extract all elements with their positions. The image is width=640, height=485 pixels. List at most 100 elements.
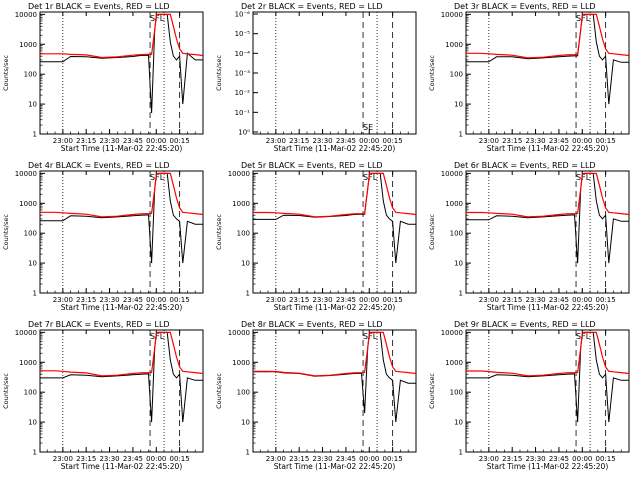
x-tick-label: 00:15 bbox=[170, 455, 190, 463]
y-tick-label: 1 bbox=[33, 131, 37, 139]
plot-frame bbox=[252, 170, 417, 294]
x-tick-label: 23:45 bbox=[123, 137, 143, 145]
x-tick-label: 23:45 bbox=[549, 296, 569, 304]
panel-det-1: Det 1r BLACK = Events, RED = LLD 1 10 100 10… bbox=[2, 2, 204, 153]
y-tick-label: 100 bbox=[24, 71, 37, 79]
panel-title: Det 2r BLACK = Events, RED = LLD bbox=[241, 2, 383, 11]
x-tick-label: 23:00 bbox=[479, 137, 499, 145]
x-tick-label: 00:00 bbox=[572, 296, 592, 304]
x-axis-label: Start Time (11-Mar-02 22:45:20) bbox=[487, 462, 609, 471]
panel-title: Det 3r BLACK = Events, RED = LLD bbox=[454, 2, 596, 11]
event-flag-markers: SFL bbox=[363, 332, 378, 341]
x-tick-label: 23:45 bbox=[336, 137, 356, 145]
y-tick-label: 1000 bbox=[445, 359, 463, 367]
panel-title: Det 6r BLACK = Events, RED = LLD bbox=[454, 161, 596, 170]
x-tick-label: 23:15 bbox=[502, 137, 522, 145]
y-tick-label: 10 bbox=[454, 101, 463, 109]
x-tick-label: 00:15 bbox=[170, 137, 190, 145]
lld-line bbox=[253, 331, 416, 377]
x-tick-label: 23:00 bbox=[53, 455, 73, 463]
x-tick-label: 23:15 bbox=[76, 296, 96, 304]
events-line bbox=[40, 13, 203, 114]
lld-line bbox=[466, 331, 629, 377]
event-flag-markers: SFL bbox=[576, 14, 591, 23]
y-tick-label: 10000 bbox=[441, 170, 463, 178]
panel-det-7: Det 7r BLACK = Events, RED = LLD 1 10 100 10… bbox=[2, 320, 204, 471]
y-tick-label: 10 bbox=[454, 419, 463, 427]
lld-line bbox=[253, 172, 416, 218]
x-tick-label: 23:45 bbox=[123, 455, 143, 463]
y-tick-label: 10 bbox=[28, 101, 37, 109]
event-flag-markers: SE bbox=[363, 123, 373, 132]
x-tick-label: 23:15 bbox=[502, 455, 522, 463]
event-flag-markers: SFL bbox=[150, 14, 165, 23]
x-tick-label: 23:15 bbox=[289, 296, 309, 304]
y-axis-label: Counts/sec bbox=[2, 373, 10, 409]
y-tick-label: 100 bbox=[237, 230, 250, 238]
x-tick-label: 23:15 bbox=[289, 137, 309, 145]
events-line bbox=[40, 331, 203, 423]
x-tick-label: 00:00 bbox=[359, 296, 379, 304]
lld-line bbox=[40, 13, 203, 59]
y-axis-label: Counts/sec bbox=[428, 373, 436, 409]
panel-det-4: Det 4r BLACK = Events, RED = LLD 1 10 100 10… bbox=[2, 161, 204, 312]
x-tick-label: 23:45 bbox=[549, 137, 569, 145]
x-tick-label: 23:00 bbox=[479, 455, 499, 463]
panel-det-6: Det 6r BLACK = Events, RED = LLD 1 10 100 10… bbox=[428, 161, 630, 312]
event-flag-markers: SFL bbox=[576, 173, 591, 182]
y-tick-label: 1000 bbox=[19, 41, 37, 49]
x-axis-label: Start Time (11-Mar-02 22:45:20) bbox=[274, 303, 396, 312]
x-axis-label: Start Time (11-Mar-02 22:45:20) bbox=[274, 462, 396, 471]
x-axis-label: Start Time (11-Mar-02 22:45:20) bbox=[487, 144, 609, 153]
y-tick-label: 10⁻⁴ bbox=[235, 50, 251, 58]
x-tick-label: 00:00 bbox=[359, 137, 379, 145]
y-axis-label: Counts/sec bbox=[428, 214, 436, 250]
y-tick-label: 1 bbox=[459, 449, 463, 457]
x-tick-label: 23:45 bbox=[336, 296, 356, 304]
x-tick-label: 00:00 bbox=[359, 455, 379, 463]
x-axis-label: Start Time (11-Mar-02 22:45:20) bbox=[487, 303, 609, 312]
plot-frame bbox=[252, 329, 417, 453]
x-tick-label: 00:00 bbox=[572, 455, 592, 463]
y-tick-label: 10 bbox=[454, 260, 463, 268]
event-flag-markers: SFL bbox=[150, 332, 165, 341]
panel-title: Det 1r BLACK = Events, RED = LLD bbox=[28, 2, 170, 11]
panel-title: Det 9r BLACK = Events, RED = LLD bbox=[454, 320, 596, 329]
x-tick-label: 23:00 bbox=[53, 137, 73, 145]
plot-frame bbox=[39, 329, 204, 453]
y-tick-label: 10⁰ bbox=[238, 129, 250, 137]
x-tick-label: 23:30 bbox=[99, 455, 119, 463]
plot-frame bbox=[465, 11, 630, 135]
y-tick-label: 10 bbox=[28, 260, 37, 268]
y-tick-label: 1000 bbox=[445, 41, 463, 49]
y-tick-label: 100 bbox=[450, 71, 463, 79]
y-tick-label: 1 bbox=[246, 290, 250, 298]
lld-line bbox=[466, 13, 629, 59]
panel-title: Det 4r BLACK = Events, RED = LLD bbox=[28, 161, 170, 170]
x-tick-label: 23:15 bbox=[289, 455, 309, 463]
y-tick-label: 1000 bbox=[232, 200, 250, 208]
x-tick-label: 23:30 bbox=[99, 137, 119, 145]
x-tick-label: 23:30 bbox=[525, 296, 545, 304]
x-tick-label: 00:00 bbox=[146, 137, 166, 145]
x-tick-label: 23:30 bbox=[99, 296, 119, 304]
panel-det-3: Det 3r BLACK = Events, RED = LLD 1 10 100 10… bbox=[428, 2, 630, 153]
x-tick-label: 00:00 bbox=[146, 455, 166, 463]
y-tick-label: 1 bbox=[459, 131, 463, 139]
x-tick-label: 23:15 bbox=[502, 296, 522, 304]
y-tick-label: 10000 bbox=[228, 170, 250, 178]
y-tick-label: 1000 bbox=[445, 200, 463, 208]
x-tick-label: 23:45 bbox=[336, 455, 356, 463]
y-axis-label: Counts/sec bbox=[2, 55, 10, 91]
lld-line bbox=[40, 331, 203, 377]
event-flag-markers: SFL bbox=[576, 332, 591, 341]
x-tick-label: 23:30 bbox=[312, 455, 332, 463]
y-tick-label: 1 bbox=[33, 449, 37, 457]
y-tick-label: 1000 bbox=[19, 200, 37, 208]
x-tick-label: 23:45 bbox=[549, 455, 569, 463]
x-tick-label: 23:00 bbox=[53, 296, 73, 304]
y-tick-label: 1 bbox=[459, 290, 463, 298]
event-flag-markers: SFL bbox=[363, 173, 378, 182]
plot-frame bbox=[465, 329, 630, 453]
